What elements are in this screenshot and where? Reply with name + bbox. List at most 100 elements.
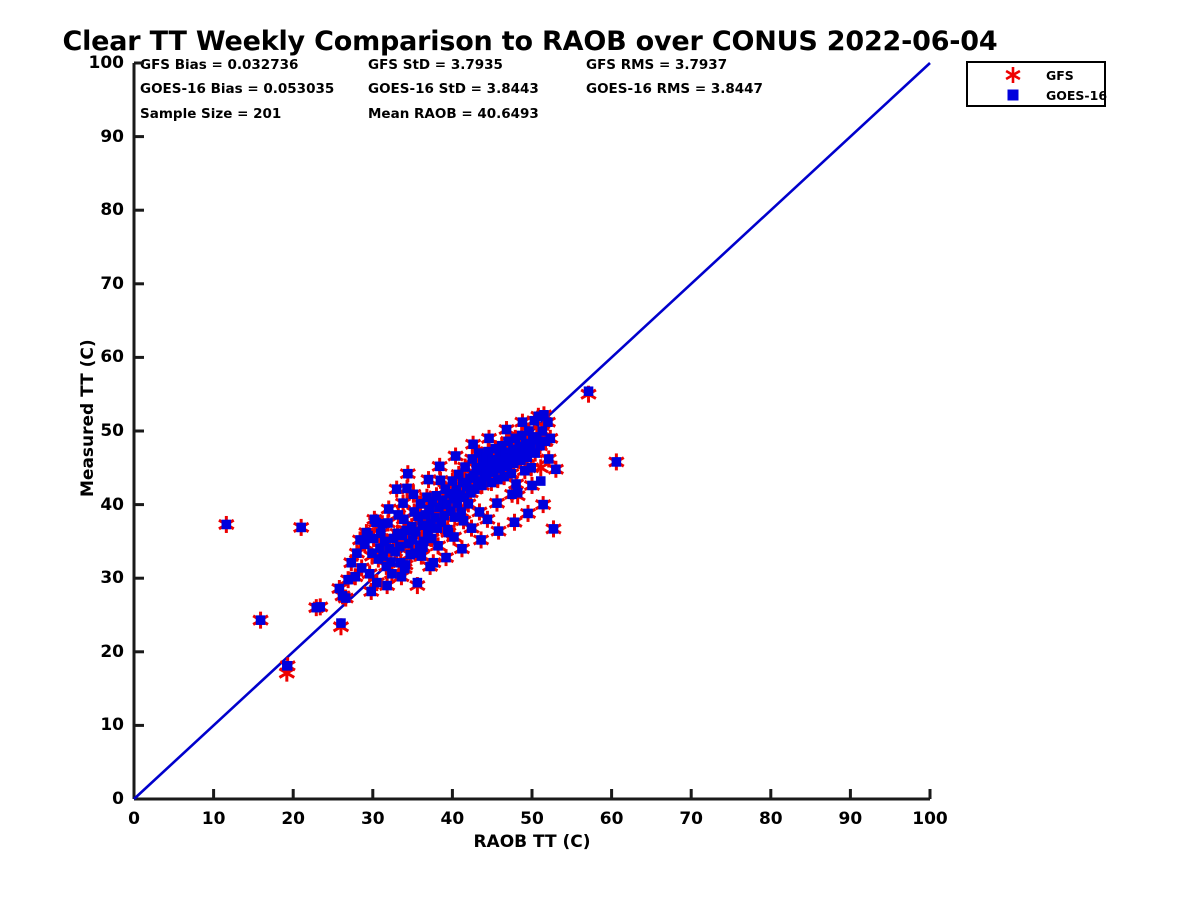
goes16-point xyxy=(379,536,390,547)
goes16-point xyxy=(401,525,412,536)
goes16-point xyxy=(432,523,443,533)
goes16-point xyxy=(441,552,451,563)
goes16-point xyxy=(352,548,362,558)
goes16-point xyxy=(410,548,420,558)
y-tick-label-80: 80 xyxy=(100,200,124,221)
goes16-point xyxy=(418,542,428,553)
goes16-point xyxy=(484,433,494,444)
goes16-point xyxy=(498,455,509,466)
goes16-point xyxy=(500,447,511,458)
goes16-point xyxy=(346,557,357,568)
goes16-point xyxy=(383,504,394,514)
goes16-point xyxy=(512,450,522,461)
goes16-point xyxy=(447,476,458,486)
goes16-point xyxy=(221,519,232,530)
goes16-point xyxy=(360,539,370,550)
goes16-point xyxy=(410,527,421,537)
goes16-point xyxy=(449,532,459,542)
goes16-point xyxy=(395,541,405,552)
goes16-point xyxy=(416,551,427,561)
goes16-point xyxy=(375,528,386,539)
y-tick-label-10: 10 xyxy=(100,715,124,736)
goes16-point xyxy=(382,580,392,591)
goes16-point xyxy=(530,448,540,458)
goes16-point xyxy=(520,465,530,476)
goes16-point xyxy=(407,535,418,545)
goes16-point xyxy=(368,533,379,544)
goes16-point xyxy=(343,574,353,585)
data-points-layer xyxy=(218,385,625,682)
goes16-point xyxy=(537,426,548,436)
goes16-point xyxy=(543,417,553,427)
goes16-point xyxy=(367,548,377,558)
goes16-point xyxy=(492,498,502,508)
x-tick-label-80: 80 xyxy=(758,809,783,829)
goes16-point xyxy=(422,492,432,503)
goes16-point xyxy=(539,410,549,420)
goes16-point xyxy=(315,602,326,612)
goes16-point xyxy=(390,546,400,557)
goes16-point xyxy=(334,583,345,594)
x-tick-label-90: 90 xyxy=(838,809,863,829)
goes16-point xyxy=(336,618,346,628)
goes16-point xyxy=(477,457,488,467)
goes16-point xyxy=(466,523,477,533)
goes16-point xyxy=(509,517,520,528)
goes16-point xyxy=(474,507,485,517)
goes16-point xyxy=(502,461,513,472)
goes16-point xyxy=(457,543,467,554)
goes16-point xyxy=(511,479,521,489)
goes16-point xyxy=(514,441,525,452)
goes16-point xyxy=(403,468,413,479)
goes16-point xyxy=(415,499,426,509)
goes16-point xyxy=(393,510,404,520)
goes16-point xyxy=(340,593,351,603)
goes16-point xyxy=(493,526,504,536)
stat-mean-raob: Mean RAOB = 40.6493 xyxy=(368,106,539,122)
goes16-point xyxy=(435,475,446,486)
goes16-point xyxy=(491,458,501,469)
goes16-point xyxy=(420,510,431,520)
goes16-point xyxy=(453,469,464,480)
y-tick-label-0: 0 xyxy=(112,789,124,809)
goes16-point xyxy=(475,465,486,476)
goes16-point xyxy=(543,454,554,464)
goes16-point xyxy=(377,518,388,529)
y-tick-label-90: 90 xyxy=(100,126,124,147)
y-tick-label-50: 50 xyxy=(100,421,124,441)
goes16-point xyxy=(427,496,438,507)
y-tick-label-40: 40 xyxy=(100,494,124,515)
goes16-point xyxy=(422,528,433,539)
goes16-point xyxy=(459,492,470,503)
y-tick-label-100: 100 xyxy=(88,53,125,73)
goes16-point xyxy=(512,488,523,498)
goes16-point xyxy=(518,447,529,458)
goes16-point xyxy=(492,474,503,485)
goes16-point xyxy=(503,436,513,447)
goes16-point xyxy=(442,499,452,510)
goes16-point xyxy=(516,455,526,466)
x-axis-title: RAOB TT (C) xyxy=(473,832,591,852)
goes16-point xyxy=(417,520,427,531)
goes16-point xyxy=(426,518,436,529)
goes16-point xyxy=(386,557,396,567)
goes16-point xyxy=(551,464,561,475)
goes16-point xyxy=(508,444,518,455)
legend-entry-gfs: GFS xyxy=(1002,65,1074,85)
goes16-point xyxy=(436,517,447,528)
goes16-point xyxy=(387,568,397,579)
goes16-point xyxy=(495,463,505,474)
goes16-point xyxy=(523,508,533,519)
goes16-point xyxy=(439,510,450,521)
goes16-point xyxy=(430,513,440,523)
goes16-point xyxy=(366,586,377,597)
legend-label-gfs: GFS xyxy=(1046,67,1074,83)
goes16-point xyxy=(468,439,478,450)
goes16-point xyxy=(499,471,509,482)
goes16-point xyxy=(424,504,435,515)
goes16-point xyxy=(418,536,429,547)
goes16-point xyxy=(442,524,453,535)
goes16-point xyxy=(444,488,455,499)
goes16-point xyxy=(431,490,442,501)
chart-title: Clear TT Weekly Comparison to RAOB over … xyxy=(62,26,998,57)
